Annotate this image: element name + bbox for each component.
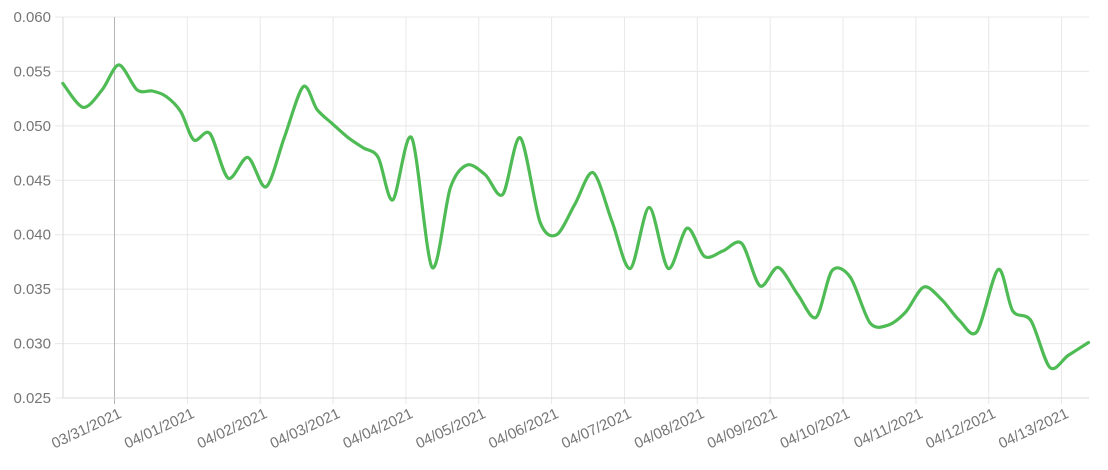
y-axis-tick-label: 0.030: [13, 336, 51, 353]
x-axis-tick-label: 04/11/2021: [851, 405, 925, 452]
x-axis-tick-label: 04/13/2021: [996, 405, 1071, 452]
x-axis-tick-label: 04/05/2021: [413, 405, 488, 452]
x-axis-tick-label: 04/10/2021: [777, 405, 852, 452]
x-axis-tick-label: 04/03/2021: [268, 405, 343, 452]
y-axis-tick-label: 0.055: [13, 63, 51, 80]
x-axis-tick-label: 03/31/2021: [49, 405, 124, 452]
y-axis-tick-label: 0.025: [13, 390, 51, 407]
x-axis-tick-label: 04/07/2021: [559, 405, 634, 452]
y-axis-tick-label: 0.035: [13, 281, 51, 298]
y-axis-tick-label: 0.050: [13, 118, 51, 135]
x-axis-tick-label: 04/01/2021: [122, 405, 197, 452]
y-axis-tick-label: 0.040: [13, 227, 51, 244]
x-axis-tick-label: 04/09/2021: [705, 405, 780, 452]
x-axis-tick-label: 04/04/2021: [340, 405, 415, 452]
x-axis-tick-label: 04/02/2021: [195, 405, 270, 452]
x-axis-tick-label: 04/06/2021: [486, 405, 561, 452]
y-axis-tick-label: 0.060: [13, 9, 51, 26]
x-axis-tick-label: 04/08/2021: [632, 405, 707, 452]
y-axis-tick-label: 0.045: [13, 172, 51, 189]
data-series-line: [61, 63, 1091, 371]
x-axis-tick-label: 04/12/2021: [923, 405, 998, 452]
